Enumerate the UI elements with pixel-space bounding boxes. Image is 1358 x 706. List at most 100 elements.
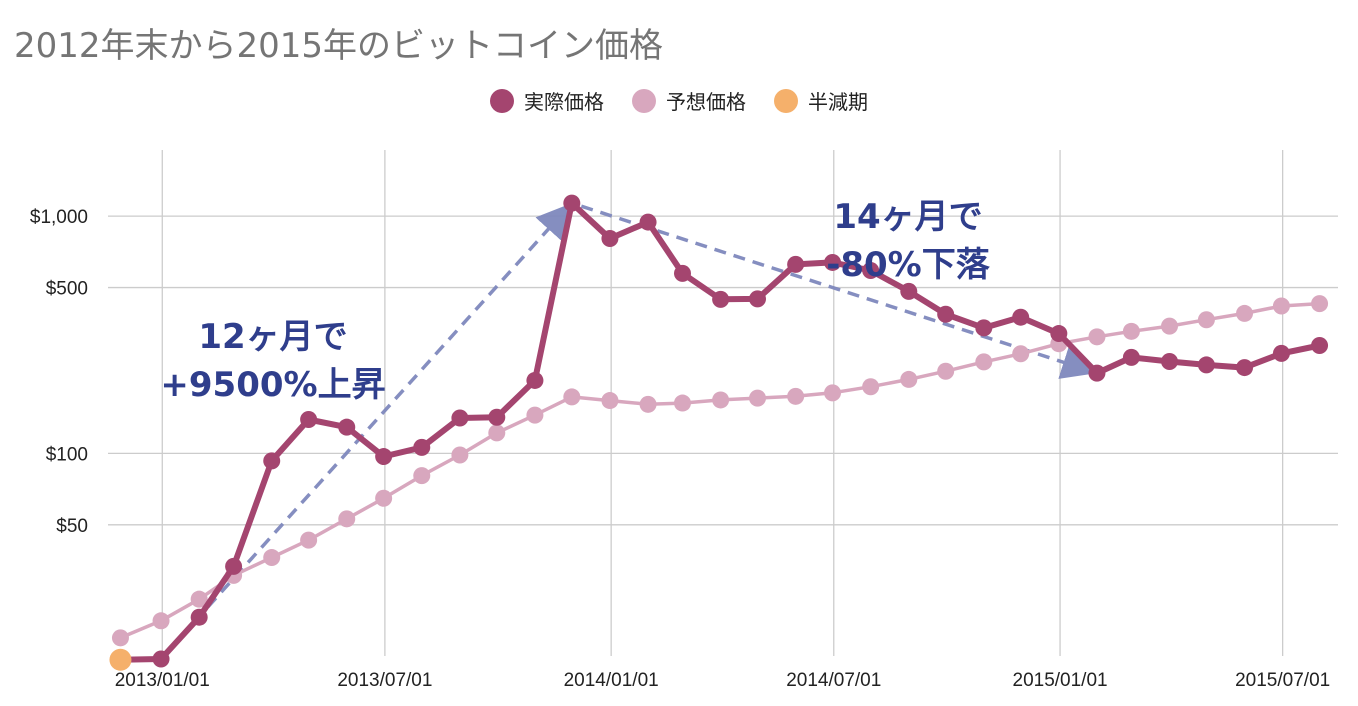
data-point: [1311, 295, 1329, 313]
data-point: [300, 531, 318, 549]
data-point: [338, 510, 356, 528]
annotation-text: 14ヶ月で: [833, 197, 982, 237]
data-point: [1088, 328, 1106, 346]
series-line: [120, 200, 1321, 663]
data-point: [375, 489, 393, 507]
data-point: [749, 389, 767, 407]
data-point: [601, 229, 619, 247]
data-point: [111, 629, 129, 647]
data-point: [1236, 304, 1254, 322]
data-point: [109, 648, 132, 671]
series-layer: [109, 194, 1329, 671]
data-point: [1272, 297, 1290, 315]
annotation-arrow: [580, 204, 1097, 379]
data-point: [526, 371, 544, 389]
data-point: [1012, 308, 1030, 326]
x-tick-label: 2014/07/01: [786, 670, 881, 691]
data-point: [787, 387, 805, 405]
data-point: [563, 388, 581, 406]
legend-item-actual[interactable]: 実際価格: [490, 86, 604, 115]
data-point: [413, 438, 431, 456]
legend: 実際価格 予想価格 半減期: [0, 86, 1358, 115]
data-point: [639, 213, 657, 231]
data-point: [1161, 352, 1179, 370]
y-tick-label: $500: [46, 279, 88, 300]
data-point: [900, 370, 918, 388]
data-point: [375, 448, 393, 466]
data-point: [413, 467, 431, 485]
data-point: [152, 612, 170, 630]
annotation-arrow: [166, 203, 572, 653]
data-point: [601, 392, 619, 410]
series-actual: [111, 194, 1329, 669]
data-point: [1122, 322, 1140, 340]
data-point: [1161, 317, 1179, 335]
annotation-arrows: [166, 203, 1097, 653]
data-point: [300, 410, 318, 428]
data-point: [488, 408, 506, 426]
data-point: [488, 424, 506, 442]
x-tick-label: 2013/01/01: [115, 670, 210, 691]
data-point: [673, 394, 691, 412]
legend-swatch-actual: [490, 88, 514, 113]
data-point: [975, 353, 993, 371]
data-point: [824, 253, 842, 271]
data-point: [190, 608, 208, 626]
x-tick-label: 2013/07/01: [337, 670, 432, 691]
data-point: [1088, 364, 1106, 382]
data-point: [937, 362, 955, 380]
data-point: [1197, 311, 1215, 329]
x-tick-label: 2015/01/01: [1013, 670, 1108, 691]
data-point: [1236, 359, 1254, 377]
data-point: [712, 290, 730, 308]
data-point: [673, 264, 691, 282]
annotation-text: 12ヶ月で: [198, 317, 347, 357]
legend-label-forecast: 予想価格: [666, 90, 746, 114]
data-point: [749, 290, 767, 308]
data-point: [1197, 356, 1215, 374]
y-tick-label: $100: [46, 444, 88, 465]
data-point: [225, 557, 243, 575]
y-tick-label: $50: [56, 516, 88, 537]
data-point: [1311, 336, 1329, 354]
legend-label-halving: 半減期: [808, 90, 868, 114]
data-point: [900, 282, 918, 300]
annotation-text: +9500%上昇: [160, 365, 385, 405]
data-point: [1050, 325, 1068, 343]
data-point: [526, 406, 544, 424]
data-point: [451, 409, 469, 427]
data-point: [190, 590, 208, 608]
legend-item-halving[interactable]: 半減期: [774, 86, 868, 115]
annotation-labels: 12ヶ月で +9500%上昇 14ヶ月で -80%下落: [160, 197, 990, 405]
x-tick-label: 2014/01/01: [564, 670, 659, 691]
data-point: [1012, 345, 1030, 363]
data-point: [937, 305, 955, 323]
data-point: [712, 391, 730, 409]
axis-labels: $1,000 $500 $100 $50 2013/01/01 2013/07/01 201…: [30, 207, 1330, 691]
legend-label-actual: 実際価格: [524, 90, 604, 114]
data-point: [975, 319, 993, 337]
data-point: [824, 384, 842, 402]
y-tick-label: $1,000: [30, 207, 88, 228]
series-halving: [109, 648, 132, 671]
data-point: [263, 549, 281, 567]
data-point: [338, 418, 356, 436]
data-point: [451, 446, 469, 464]
data-point: [152, 650, 170, 668]
annotation-text: -80%下落: [826, 245, 990, 285]
data-point: [862, 378, 880, 396]
grid: [108, 150, 1338, 656]
x-tick-label: 2015/07/01: [1235, 670, 1330, 691]
data-point: [639, 395, 657, 413]
data-point: [1122, 348, 1140, 366]
data-point: [563, 194, 581, 212]
legend-swatch-forecast: [632, 88, 656, 113]
data-point: [1272, 344, 1290, 362]
data-point: [862, 262, 880, 280]
data-point: [787, 255, 805, 273]
legend-swatch-halving: [774, 88, 798, 113]
chart-title: 2012年末から2015年のビットコイン価格: [14, 26, 664, 66]
legend-item-forecast[interactable]: 予想価格: [632, 86, 746, 115]
data-point: [263, 452, 281, 470]
